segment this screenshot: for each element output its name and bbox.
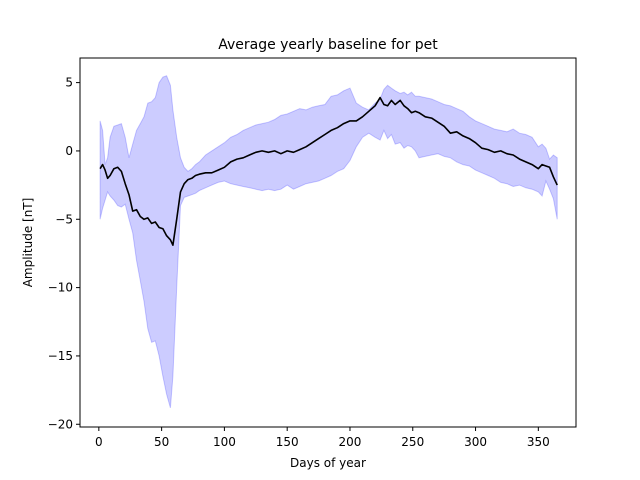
- x-tick-label: 150: [276, 435, 299, 449]
- chart-title: Average yearly baseline for pet: [218, 37, 438, 53]
- x-tick-label: 100: [213, 435, 236, 449]
- x-axis-label: Days of year: [290, 456, 366, 470]
- x-tick-label: 0: [95, 435, 103, 449]
- y-tick-label: −5: [55, 212, 73, 226]
- y-tick-label: 5: [65, 76, 73, 90]
- x-axis: 0 50 100 150 200 250 300 350: [95, 427, 550, 449]
- y-tick-label: 0: [65, 144, 73, 158]
- x-tick-label: 200: [339, 435, 362, 449]
- x-tick-label: 250: [401, 435, 424, 449]
- mean-line: [99, 96, 558, 246]
- axes-frame: [79, 57, 577, 428]
- x-tick-label: 350: [527, 435, 550, 449]
- x-tick-label: 50: [154, 435, 169, 449]
- y-axis: 5 0 −5 −10 −15 −20: [48, 76, 80, 431]
- y-tick-label: −10: [48, 281, 73, 295]
- x-tick-label: 300: [464, 435, 487, 449]
- plot-area: [99, 75, 558, 409]
- y-axis-label: Amplitude [nT]: [21, 198, 35, 288]
- range-band: [99, 75, 558, 409]
- y-tick-label: −20: [48, 417, 73, 431]
- y-tick-label: −15: [48, 349, 73, 363]
